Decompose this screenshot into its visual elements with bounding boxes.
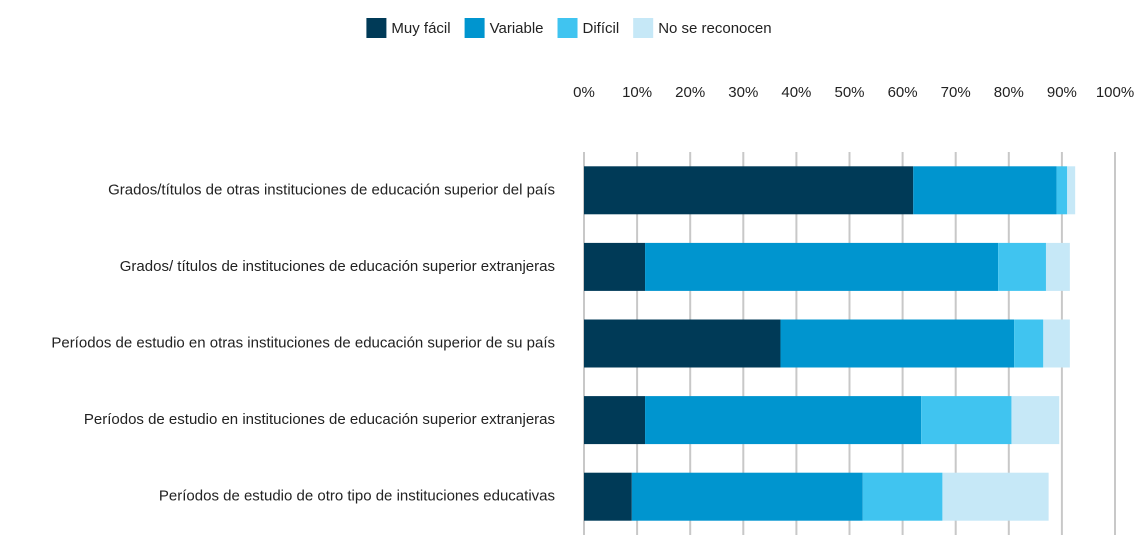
bar-segment [645, 396, 922, 445]
legend-swatch [366, 18, 387, 38]
x-tick-label: 10% [622, 84, 652, 101]
bar-segment [998, 242, 1046, 291]
bar-segment [631, 472, 863, 521]
legend-label: No se reconocen [658, 20, 771, 37]
x-tick-label: 60% [888, 84, 918, 101]
legend-label: Muy fácil [391, 20, 450, 37]
bar-segment [862, 472, 943, 521]
x-tick-label: 0% [573, 84, 595, 101]
x-tick-label: 100% [1096, 84, 1134, 101]
bar-segment [780, 319, 1015, 368]
bar-segment [1011, 396, 1060, 445]
bar-segment [584, 166, 914, 215]
bar-segment [1014, 319, 1044, 368]
y-tick-label: Grados/títulos de otras instituciones de… [108, 181, 555, 198]
x-tick-label: 20% [675, 84, 705, 101]
legend-label: Variable [490, 20, 544, 37]
y-tick-label: Períodos de estudio de otro tipo de inst… [159, 488, 555, 505]
bar-segment [913, 166, 1057, 215]
y-tick-label: Períodos de estudio en otras institucion… [51, 334, 555, 351]
x-tick-label: 50% [834, 84, 864, 101]
bar-segment [645, 242, 999, 291]
bar-segment [921, 396, 1012, 445]
x-tick-label: 70% [941, 84, 971, 101]
y-tick-label: Períodos de estudio en instituciones de … [84, 411, 555, 428]
x-tick-label: 90% [1047, 84, 1077, 101]
bar-segment [942, 472, 1049, 521]
bar-segment [1045, 242, 1070, 291]
bar-segment [1067, 166, 1076, 215]
bar-segment [1043, 319, 1070, 368]
legend-swatch [633, 18, 654, 38]
bar-segment [584, 319, 781, 368]
x-tick-label: 40% [781, 84, 811, 101]
bar-segment [1056, 166, 1068, 215]
x-tick-label: 30% [728, 84, 758, 101]
bar-segment [584, 472, 632, 521]
bar-segment [584, 242, 646, 291]
legend-swatch [557, 18, 578, 38]
legend-label: Difícil [583, 20, 620, 37]
y-tick-label: Grados/ títulos de instituciones de educ… [120, 258, 555, 275]
legend-swatch [464, 18, 485, 38]
x-tick-label: 80% [994, 84, 1024, 101]
bar-segment [584, 396, 646, 445]
